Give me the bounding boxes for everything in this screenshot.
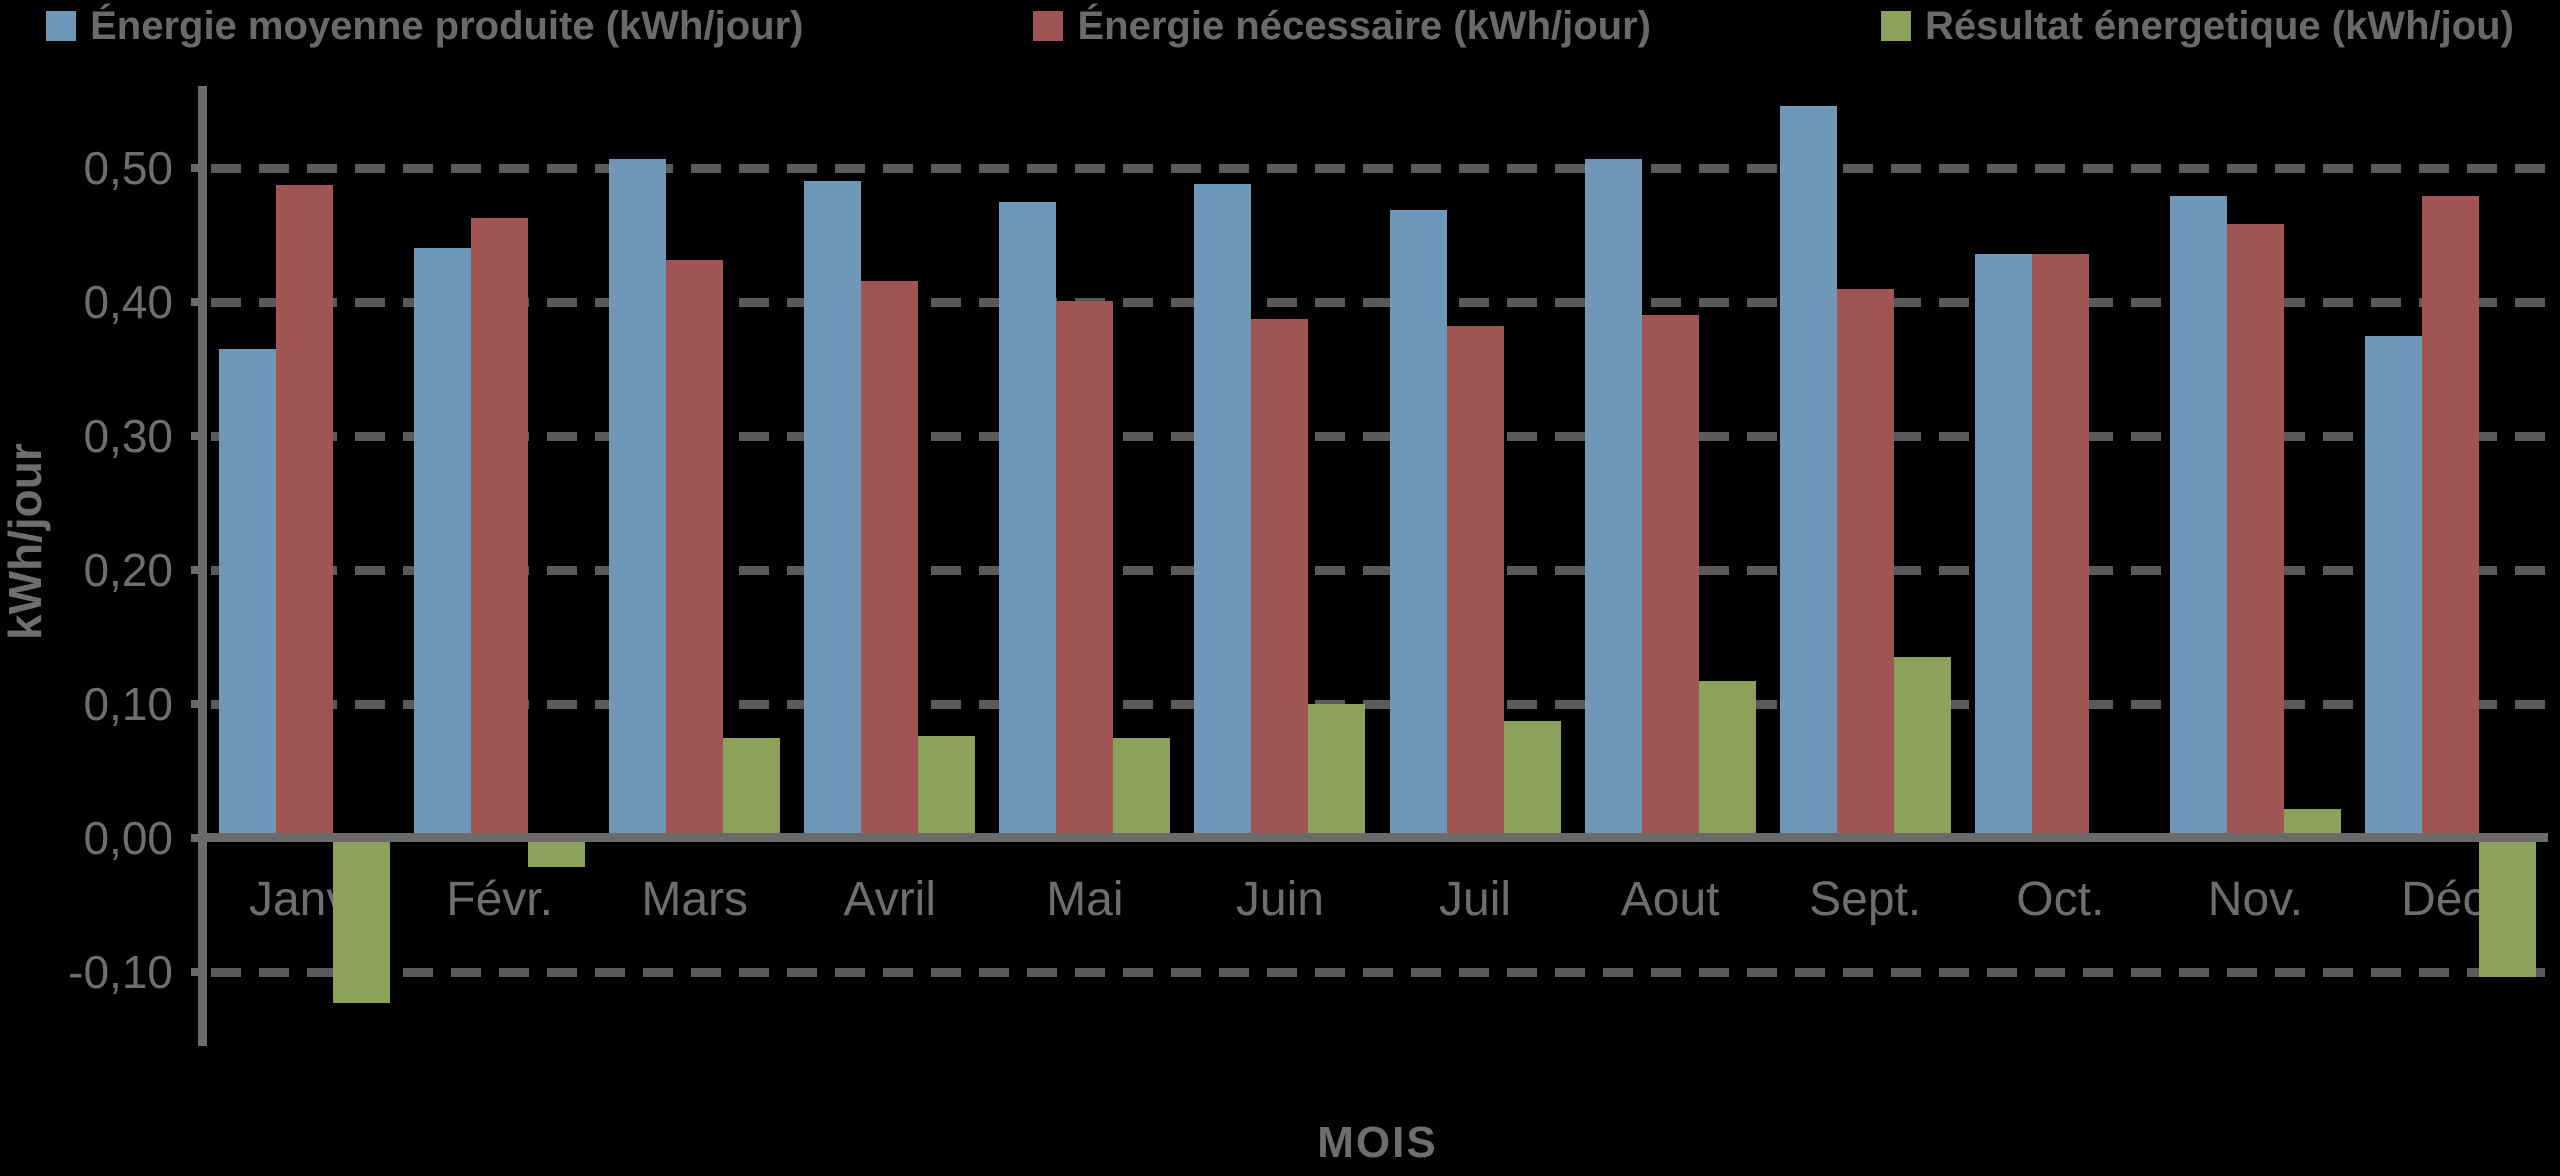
x-axis-category-label: Févr. [446,873,553,926]
bar-Juin-s1 [1251,319,1309,838]
bar-Déc-s2 [2478,838,2536,978]
bar-Aout-s1 [1641,315,1699,838]
legend-label: Énergie nécessaire (kWh/jour) [1077,3,1651,48]
bar-Mars-s0 [609,158,667,838]
bar-Nov-s1 [2226,224,2284,838]
gridline-0,50 [211,164,2560,173]
legend-swatch-icon [1033,11,1064,41]
bar-Déc-s1 [2421,196,2479,838]
bar-Avril-s0 [804,181,862,838]
y-axis-tick-label: 0,30 [83,410,173,462]
gridline-0,10 [211,700,2560,709]
y-axis-tick-label: 0,50 [83,142,173,194]
gridline-0,30 [211,432,2560,441]
x-axis-line [198,833,2548,842]
bar-Aout-s2 [1698,681,1756,838]
bar-Janv-s1 [276,185,334,838]
bar-Févr-s2 [528,838,586,868]
bar-Sept-s0 [1779,106,1837,838]
bar-Juil-s1 [1446,326,1504,838]
bar-Oct-s1 [2031,253,2089,838]
gridline-0,20 [211,566,2560,575]
x-axis-category-label: Juil [1439,873,1512,926]
bar-Févr-s1 [471,217,529,838]
x-axis-category-label: Mai [1046,873,1124,926]
bar-Mars-s2 [723,737,781,838]
legend-label: Résultat énergetique (kWh/jou) [1924,3,2514,48]
gridline--0,10 [211,968,2560,977]
bar-Févr-s0 [414,248,472,838]
bar-Nov-s0 [2169,196,2227,838]
bar-Mars-s1 [666,260,724,838]
bar-Déc-s0 [2364,335,2422,838]
bar-Sept-s2 [1893,657,1951,838]
legend-item-0: Énergie moyenne produite (kWh/jour) [46,4,803,49]
bar-Avril-s2 [918,736,976,838]
x-axis-category-label: Aout [1620,873,1720,926]
x-axis-title: MOIS [1317,1118,1438,1167]
legend-swatch-icon [1880,11,1911,41]
bar-Juin-s0 [1194,184,1252,838]
y-axis-tick-label: 0,00 [83,812,173,864]
y-axis-tick-label: 0,20 [83,544,173,596]
legend-item-1: Énergie nécessaire (kWh/jour) [1033,4,1651,49]
x-axis-category-label: Sept. [1809,873,1922,926]
bar-Mai-s0 [999,201,1057,838]
bar-Mai-s2 [1113,737,1171,838]
y-axis-tick-label: 0,10 [83,678,173,730]
x-axis-category-label: Mars [641,873,749,926]
y-axis-tick-label: 0,40 [83,276,173,328]
bar-Aout-s0 [1584,158,1642,838]
x-axis-category-label: Juin [1235,873,1324,926]
x-axis-category-label: Oct. [2016,873,2105,926]
legend-swatch-icon [46,11,77,41]
bar-Juil-s0 [1389,209,1447,838]
bar-Mai-s1 [1056,300,1114,838]
y-axis-line [198,85,207,1046]
y-axis-title: kWh/jour [0,443,51,640]
bar-Janv-s0 [219,348,277,838]
bar-Juin-s2 [1308,704,1366,838]
chart-legend: Énergie moyenne produite (kWh/jour) Énerg… [0,0,2560,52]
y-axis-tick-label: -0,10 [68,946,173,998]
x-axis-category-label: Nov. [2207,873,2303,926]
bar-Juil-s2 [1503,721,1561,838]
bar-Oct-s0 [1974,253,2032,838]
gridline-0,40 [211,298,2560,307]
legend-item-2: Résultat énergetique (kWh/jou) [1880,3,2514,49]
legend-label: Énergie moyenne produite (kWh/jour) [90,3,804,48]
x-axis-category-label: Avril [843,873,937,926]
bar-Janv-s2 [333,838,391,1003]
bar-Sept-s1 [1836,288,1894,838]
bar-Avril-s1 [861,280,919,838]
